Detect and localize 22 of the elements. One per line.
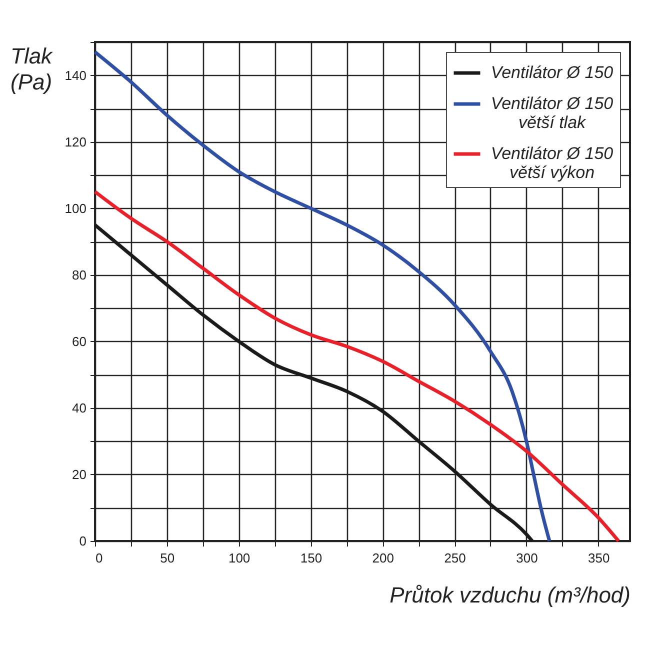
legend-label: Ventilátor Ø 150 větší tlak (490, 94, 614, 132)
x-tick-label: 300 (516, 550, 538, 566)
y-tick-label: 60 (72, 334, 86, 349)
legend-label: Ventilátor Ø 150 větší výkon (490, 144, 614, 182)
x-tick-label: 250 (444, 550, 466, 566)
y-axis-title: Tlak (Pa) (10, 44, 54, 94)
x-axis-title: Průtok vzduchu (m³/hod) (390, 582, 630, 608)
y-tick-label: 120 (64, 134, 86, 150)
y-tick-label: 40 (72, 400, 86, 416)
y-tick-label: 0 (79, 534, 86, 548)
x-tick-label: 350 (588, 550, 610, 566)
x-tick-label: 50 (160, 550, 175, 566)
x-tick-label: 0 (96, 550, 103, 566)
x-tick-label: 150 (300, 550, 322, 566)
y-tick-label: 100 (64, 200, 86, 216)
y-tick-label: 20 (72, 466, 86, 482)
legend-label: Ventilátor Ø 150 (490, 63, 614, 82)
y-tick-label: 80 (72, 267, 86, 282)
y-tick-label: 140 (64, 68, 86, 83)
x-tick-label: 200 (372, 550, 394, 566)
line-series (93, 190, 620, 543)
x-tick-label: 100 (228, 550, 250, 566)
